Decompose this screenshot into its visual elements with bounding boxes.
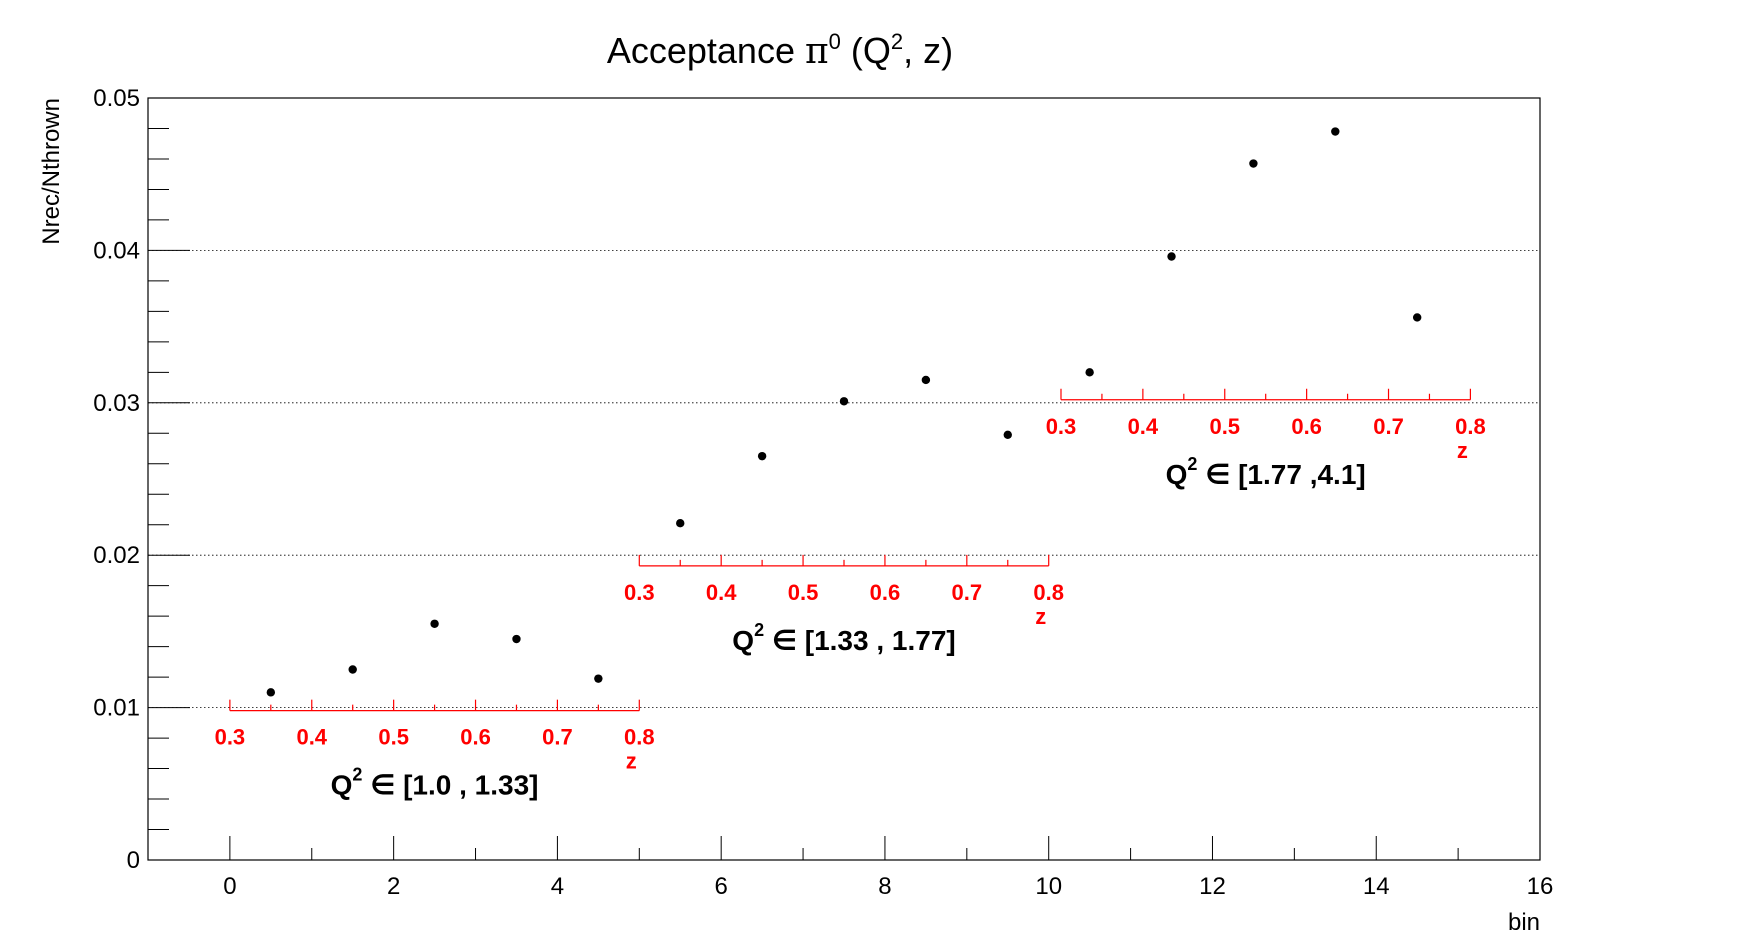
data-point [839,397,849,406]
z-tick-label: 0.7 [1373,414,1404,439]
data-point [594,674,603,683]
y-tick-label: 0.01 [93,695,140,722]
data-point [1249,159,1258,168]
z-tick-label: 0.5 [1209,414,1240,439]
data-point [266,688,276,697]
x-tick-label: 14 [1363,873,1390,900]
y-axis: 0 0.01 0.02 0.03 0.04 0.05 [93,85,190,874]
z-axis-title: z [1035,604,1046,629]
z-axis-group: 0.3 0.4 0.5 0.6 0.7 0.8z Q2 ∈ [1.33 , 1.77] [624,554,1064,656]
data-point [430,619,439,628]
z-axis-group: 0.3 0.4 0.5 0.6 0.7 0.8z Q2 ∈ [1.77 ,4.1] [1046,388,1486,490]
x-tick-label: 6 [714,873,727,900]
q2-range-label: Q2 ∈ [1.0 , 1.33] [331,765,539,801]
data-point [1412,313,1422,322]
data-point [1085,368,1094,377]
z-tick-label: 0.3 [215,725,246,750]
y-tick-label: 0.05 [93,85,140,112]
z-axis-title: z [626,749,637,774]
q2-range-label: Q2 ∈ [1.77 ,4.1] [1166,454,1366,490]
x-tick-label: 0 [223,873,236,900]
z-tick-label: 0.3 [1046,414,1077,439]
y-tick-label: 0.02 [93,542,140,569]
x-tick-label: 12 [1199,873,1226,900]
z-tick-label: 0.6 [1291,414,1322,439]
data-point [512,634,521,644]
z-tick-label: 0.7 [542,725,573,750]
x-axis-title: bin [1508,909,1540,936]
z-tick-label: 0.8 [1455,414,1486,439]
data-point [1003,430,1012,440]
data-point [348,665,357,674]
q2-range-label: Q2 ∈ [1.33 , 1.77] [732,620,955,656]
plot-frame [147,97,1541,861]
y-axis-title: Nrec/Nthrown [38,98,65,245]
data-points [266,127,1422,697]
chart-title: Acceptance π0 (Q2, z) [607,29,953,72]
y-tick-label: 0.04 [93,237,140,264]
z-tick-label: 0.6 [460,725,491,750]
x-tick-label: 10 [1035,873,1062,900]
x-axis: 0 2 4 6 8 10 12 14 16 [147,836,1554,900]
z-axis-group: 0.3 0.4 0.5 0.6 0.7 0.8z Q2 ∈ [1.0 , 1.33] [215,699,655,801]
data-point [757,451,767,461]
z-tick-label: 0.8 [624,725,655,750]
z-axis-title: z [1457,438,1468,463]
x-tick-label: 4 [551,873,564,900]
z-tick-label: 0.4 [706,580,737,605]
z-tick-label: 0.4 [1128,414,1159,439]
x-tick-label: 2 [387,873,400,900]
z-tick-label: 0.6 [870,580,901,605]
data-point [921,375,931,385]
z-tick-label: 0.3 [624,580,655,605]
x-tick-label: 8 [878,873,891,900]
x-tick-label: 16 [1527,873,1554,900]
z-tick-label: 0.4 [296,725,327,750]
z-tick-label: 0.5 [378,725,409,750]
data-point [676,518,685,528]
data-point [1167,252,1176,261]
z-tick-label: 0.5 [788,580,819,605]
y-tick-label: 0 [127,847,140,874]
data-point [1331,127,1340,136]
y-tick-label: 0.03 [93,390,140,417]
z-tick-label: 0.8 [1033,580,1064,605]
z-tick-label: 0.7 [952,580,983,605]
